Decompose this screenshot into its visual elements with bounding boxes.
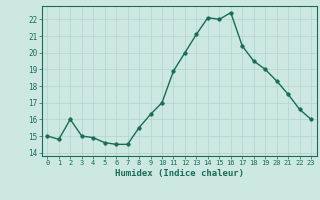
X-axis label: Humidex (Indice chaleur): Humidex (Indice chaleur) [115, 169, 244, 178]
